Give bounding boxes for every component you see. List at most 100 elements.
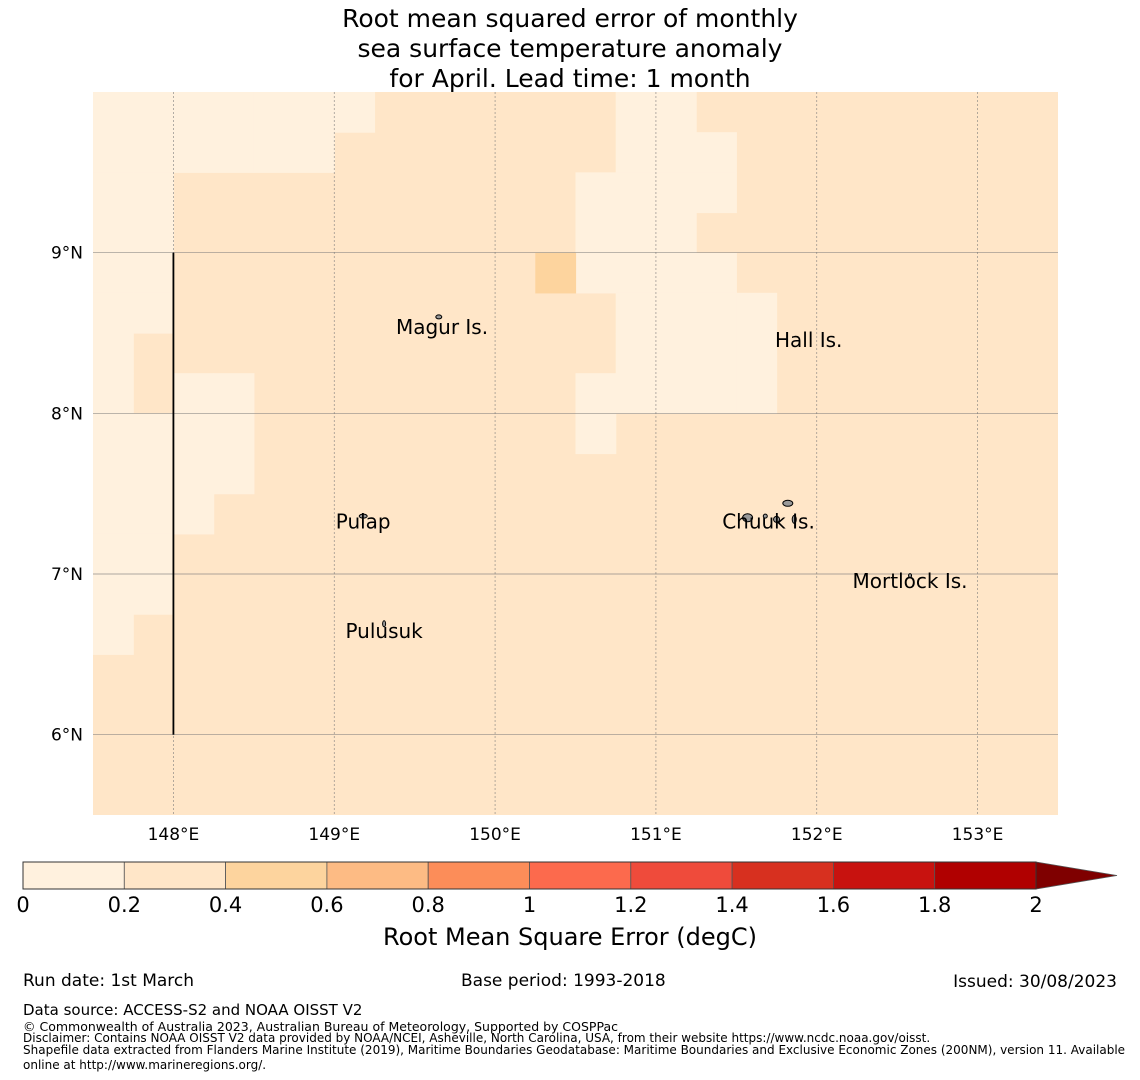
x-tick-label: 150°E xyxy=(469,825,521,845)
colorbar-tick-label: 0.6 xyxy=(310,893,343,917)
colorbar-tick-label: 1.4 xyxy=(715,893,748,917)
map-cell-low xyxy=(294,132,335,173)
x-tick-label: 153°E xyxy=(952,825,1004,845)
map-cell-low xyxy=(615,172,657,214)
y-tick-label: 7°N xyxy=(51,565,83,585)
map-cell-low xyxy=(93,172,134,214)
map-cell-low xyxy=(133,453,175,495)
map-cell-low xyxy=(615,212,657,254)
shapefile-note-line-1: Shapefile data extracted from Flanders M… xyxy=(23,1043,1126,1057)
map-cell-low xyxy=(696,172,737,214)
map-cell-low xyxy=(696,132,737,173)
island-shape xyxy=(773,515,781,523)
map-cell-low xyxy=(133,252,175,294)
map-cell-low xyxy=(655,92,697,133)
y-tick-label: 6°N xyxy=(51,726,83,746)
map-cell-low xyxy=(615,252,657,294)
island-shape xyxy=(382,620,387,628)
colorbar-tick-label: 0 xyxy=(16,893,29,917)
island-shape xyxy=(791,514,797,524)
colorbar-swatch xyxy=(225,861,328,890)
map-cell-low xyxy=(173,373,215,414)
colorbar-swatch xyxy=(529,861,632,890)
map-cell-low xyxy=(93,493,134,535)
map-cell-low xyxy=(575,172,617,214)
map-cell-low xyxy=(615,333,657,374)
colorbar-tick-label: 0.2 xyxy=(108,893,141,917)
colorbar-label: Root Mean Square Error (degC) xyxy=(383,923,757,951)
map-cell-low xyxy=(93,574,134,615)
island-shape xyxy=(762,513,768,519)
map-cell-low xyxy=(93,132,134,173)
map-cell-low xyxy=(294,92,335,133)
map-cell-low xyxy=(93,92,134,133)
island-label: Hall Is. xyxy=(775,328,842,352)
map-cell-low xyxy=(133,574,175,615)
disclaimer-note: Disclaimer: Contains NOAA OISST V2 data … xyxy=(23,1031,931,1045)
island-shape xyxy=(358,513,368,519)
x-tick-label: 152°E xyxy=(791,825,843,845)
map-cell-low xyxy=(133,292,175,334)
map-cell-low xyxy=(696,252,737,294)
colorbar-swatch xyxy=(833,861,936,890)
map-features: Magur Is. Hall Is. Pulap Chuuk Is. Mortlock … xyxy=(172,252,968,735)
map-cell-low xyxy=(575,413,617,455)
colorbar-swatch xyxy=(123,861,227,890)
map-cell-low xyxy=(213,92,255,133)
data-source: Data source: ACCESS-S2 and NOAA OISST V2 xyxy=(23,1001,363,1019)
map-cell-low xyxy=(93,614,134,655)
y-tick-label: 8°N xyxy=(51,404,83,424)
map-cell-low xyxy=(253,92,295,133)
map-cell-low xyxy=(213,413,255,455)
map-cell-low xyxy=(173,453,215,495)
map-cell-low xyxy=(173,413,215,455)
map-cell-low xyxy=(655,132,697,173)
map-cell-low xyxy=(575,252,617,294)
map-cell-low xyxy=(696,373,737,414)
x-tick-label: 151°E xyxy=(630,825,682,845)
map-cell-low xyxy=(133,493,175,535)
island-shape xyxy=(908,573,913,579)
issued-date: Issued: 30/08/2023 xyxy=(953,972,1117,992)
island-label: Chuuk Is. xyxy=(722,510,815,534)
map-cell-low xyxy=(213,132,255,173)
map-cell-low xyxy=(736,373,778,414)
colorbar-swatches: 0 0.2 0.4 0.6 0.8 1 1.2 1.4 1.6 1.8 2 xyxy=(16,861,1118,917)
colorbar-swatch xyxy=(427,861,530,890)
base-period: Base period: 1993-2018 xyxy=(461,971,666,991)
colorbar-swatch xyxy=(22,861,125,890)
colorbar-swatch xyxy=(326,861,429,890)
copyright-note: © Commonwealth of Australia 2023, Austra… xyxy=(23,1019,618,1034)
title-line-3: for April. Lead time: 1 month xyxy=(389,64,751,93)
title-line-1: Root mean squared error of monthly xyxy=(342,4,798,33)
colorbar-extend-arrow xyxy=(1035,861,1118,890)
map-cell-low xyxy=(133,132,175,173)
colorbar-tick-label: 1.8 xyxy=(918,893,951,917)
island-label: Magur Is. xyxy=(396,315,488,339)
colorbar-tick-label: 1.2 xyxy=(614,893,647,917)
island-label: Mortlock Is. xyxy=(853,569,968,593)
colorbar-swatch xyxy=(731,861,834,890)
map-cell-low xyxy=(93,252,134,294)
map-cell-low xyxy=(696,292,737,334)
map-cell-low xyxy=(93,212,134,254)
map-cell-low xyxy=(133,212,175,254)
map-cell-low xyxy=(575,373,617,414)
map-cell-low xyxy=(575,212,617,254)
island-shape xyxy=(435,314,443,320)
map-cell-low xyxy=(93,413,134,455)
shapefile-note-line-2: online at http://www.marineregions.org/. xyxy=(23,1058,267,1072)
colorbar-frame xyxy=(22,861,1037,890)
map-cell-low xyxy=(334,92,376,133)
map-cell-low xyxy=(655,373,697,414)
map-cell-low xyxy=(615,373,657,414)
map-cell-low xyxy=(173,92,215,133)
map-cell-low xyxy=(213,373,255,414)
map-cell-low xyxy=(133,172,175,214)
rmse-map: Magur Is. Hall Is. Pulap Chuuk Is. Mortlock … xyxy=(51,92,1058,845)
map-cell-low xyxy=(93,533,134,575)
map-cell-mid xyxy=(535,252,577,294)
map-cell-low xyxy=(133,413,175,455)
map-cell-low xyxy=(93,373,134,414)
colorbar-tick-label: 1.6 xyxy=(817,893,850,917)
